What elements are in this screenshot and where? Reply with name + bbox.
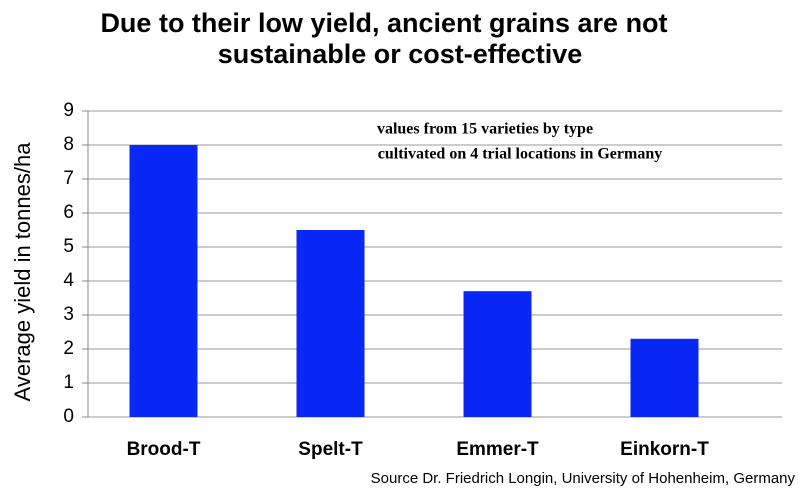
bar	[630, 338, 699, 417]
x-tick-label: Einkorn-T	[620, 439, 709, 460]
x-tick-label: Spelt-T	[298, 439, 363, 460]
y-tick-label: 2	[63, 338, 74, 359]
chart-title: sustainable or cost-effective	[218, 39, 583, 69]
annotation: cultivated on 4 trial locations in Germa…	[378, 146, 662, 163]
bar	[463, 291, 532, 417]
annotation: values from 15 varieties by type	[377, 121, 593, 138]
y-axis-label: Average yield in tonnes/ha	[10, 142, 35, 402]
x-tick-label: Emmer-T	[456, 439, 539, 460]
y-tick-label: 3	[63, 304, 74, 325]
y-tick-label: 4	[63, 270, 74, 291]
chart-title: Due to their low yield, ancient grains a…	[100, 8, 667, 38]
y-tick-label: 6	[63, 202, 74, 223]
y-tick-label: 5	[63, 236, 74, 257]
bar	[296, 230, 365, 417]
y-tick-label: 0	[63, 406, 74, 427]
y-tick-label: 7	[63, 168, 74, 189]
source: Source Dr. Friedrich Longin, University …	[371, 470, 796, 487]
y-tick-label: 8	[63, 134, 74, 155]
y-tick-label: 1	[63, 372, 74, 393]
x-tick-label: Brood-T	[127, 439, 201, 460]
bar	[129, 145, 198, 417]
y-tick-label: 9	[63, 100, 74, 121]
